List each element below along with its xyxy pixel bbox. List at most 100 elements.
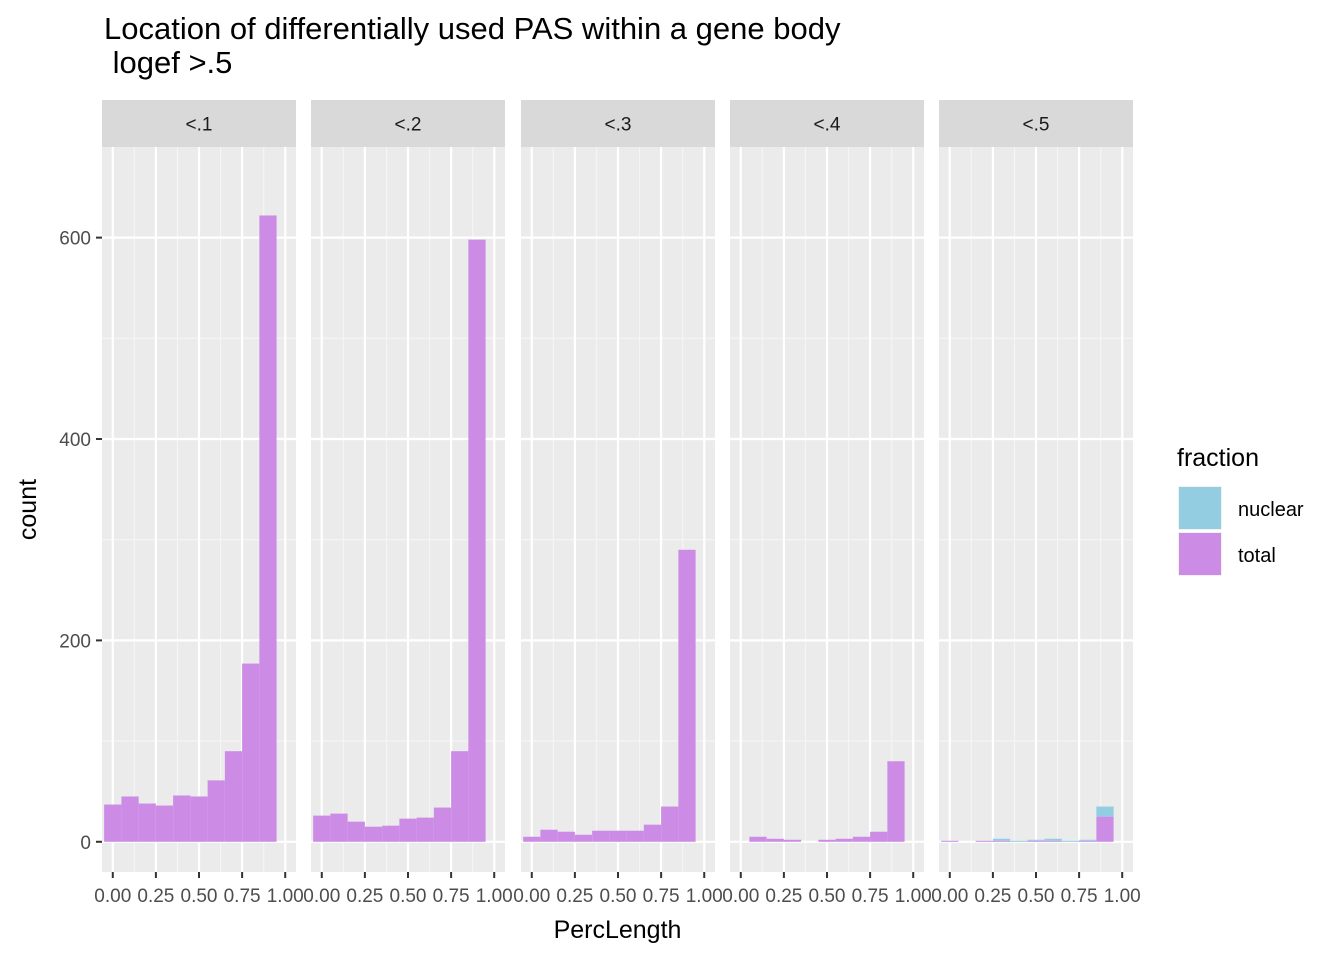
facet-strip — [102, 100, 296, 147]
facet-strip-label: <.1 — [186, 115, 213, 136]
bar-total — [992, 840, 1011, 842]
facet-strip-label: <.3 — [605, 115, 632, 136]
bar-total — [766, 838, 784, 842]
bar-total — [121, 796, 139, 842]
x-tick-label: 0.25 — [556, 886, 593, 907]
bar-total — [155, 805, 174, 842]
x-tick-label: 0.75 — [643, 886, 680, 907]
x-tick-label: 0.00 — [303, 886, 340, 907]
x-tick-label: 0.00 — [722, 886, 759, 907]
bar-total — [540, 829, 558, 842]
bar-total — [852, 836, 871, 842]
x-tick-label: 0.50 — [1018, 886, 1055, 907]
x-tick-label: 0.00 — [931, 886, 968, 907]
bar-total — [242, 663, 260, 842]
x-tick-label: 0.75 — [224, 886, 261, 907]
chart-title-main: Location of differentially used PAS with… — [104, 11, 841, 46]
bar-total — [433, 807, 452, 842]
legend-key-nuclear — [1179, 487, 1221, 529]
bar-total — [523, 836, 541, 842]
x-tick-label: 1.00 — [895, 886, 932, 907]
x-tick-label: 1.00 — [1104, 886, 1141, 907]
x-tick-label: 0.75 — [433, 886, 470, 907]
bar-total — [941, 840, 959, 842]
x-tick-label: 0.75 — [852, 886, 889, 907]
legend: fraction nuclear total — [1177, 444, 1304, 576]
bar-total — [259, 215, 277, 842]
x-tick-label: 0.25 — [346, 886, 383, 907]
bar-total — [364, 826, 383, 842]
bar-total — [1044, 840, 1062, 842]
x-tick-label: 0.50 — [181, 886, 218, 907]
bar-total — [399, 818, 417, 842]
bar-total — [835, 838, 853, 842]
bar-nuclear — [1044, 838, 1062, 841]
y-tick-label: 0 — [80, 833, 91, 854]
bar-total — [574, 834, 593, 842]
legend-title: fraction — [1177, 444, 1259, 472]
facet-strip-label: <.4 — [814, 115, 841, 136]
bar-total — [347, 821, 365, 842]
facet-strip — [939, 100, 1133, 147]
bar-total — [783, 839, 802, 842]
y-axis-title: count — [14, 479, 42, 540]
bar-total — [382, 825, 400, 842]
facet-strip — [730, 100, 924, 147]
facet-strip — [521, 100, 715, 147]
chart-subtitle: logef >.5 — [104, 45, 233, 80]
bar-total — [330, 813, 348, 842]
facet-panel-1: <.1 0.00 0.25 0.50 0.75 1.00 — [94, 100, 304, 907]
x-tick-label: 0.75 — [1061, 886, 1098, 907]
chart-title: Location of differentially used PAS with… — [104, 12, 840, 80]
y-tick-label: 400 — [59, 430, 91, 451]
bar-total — [678, 549, 696, 842]
bar-total — [104, 804, 122, 842]
x-tick-label: 0.25 — [137, 886, 174, 907]
x-tick-label: 0.50 — [600, 886, 637, 907]
bar-total — [190, 796, 208, 842]
x-tick-label: 0.00 — [513, 886, 550, 907]
bar-total — [451, 751, 469, 842]
facet-strip-label: <.5 — [1023, 115, 1050, 136]
x-tick-label: 0.25 — [974, 886, 1011, 907]
y-tick-label: 600 — [59, 229, 91, 250]
bar-total — [749, 836, 767, 842]
bar-nuclear — [1027, 839, 1045, 841]
facet-panel-4: <.4 0.00 0.25 0.50 0.75 1.00 — [722, 100, 932, 907]
bar-total — [207, 780, 225, 842]
facet-panel-5: <.5 0.00 0.25 0.50 0.75 1.00 — [931, 100, 1141, 907]
bar-nuclear — [1079, 839, 1097, 841]
bar-total — [626, 830, 644, 842]
bar-total — [557, 831, 575, 842]
bar-nuclear — [1061, 840, 1080, 842]
bar-nuclear — [1096, 806, 1114, 817]
bar-total — [870, 831, 888, 842]
legend-key-total — [1179, 533, 1221, 575]
legend-label-total: total — [1238, 545, 1276, 567]
bar-total — [643, 824, 662, 842]
bar-total — [224, 751, 243, 842]
bar-total — [592, 830, 610, 842]
x-tick-label: 1.00 — [476, 886, 513, 907]
bar-total — [173, 795, 191, 842]
x-tick-label: 1.00 — [686, 886, 723, 907]
bar-nuclear — [1010, 840, 1028, 842]
bar-total — [609, 830, 627, 842]
facet-strip — [311, 100, 505, 147]
bar-total — [1079, 840, 1097, 842]
bar-total — [1027, 840, 1045, 842]
x-tick-label: 0.25 — [765, 886, 802, 907]
bar-total — [138, 803, 156, 842]
bar-total — [818, 839, 836, 842]
bar-total — [661, 806, 679, 842]
bar-total — [975, 840, 993, 842]
x-axis-title: PercLength — [554, 916, 682, 944]
x-tick-label: 1.00 — [267, 886, 304, 907]
facet-panel-3: <.3 0.00 0.25 0.50 0.75 1.00 — [513, 100, 723, 907]
x-tick-label: 0.00 — [94, 886, 131, 907]
y-tick-label: 200 — [59, 631, 91, 652]
bar-total — [416, 817, 434, 842]
facet-strip-label: <.2 — [395, 115, 422, 136]
bar-total — [1096, 816, 1114, 842]
